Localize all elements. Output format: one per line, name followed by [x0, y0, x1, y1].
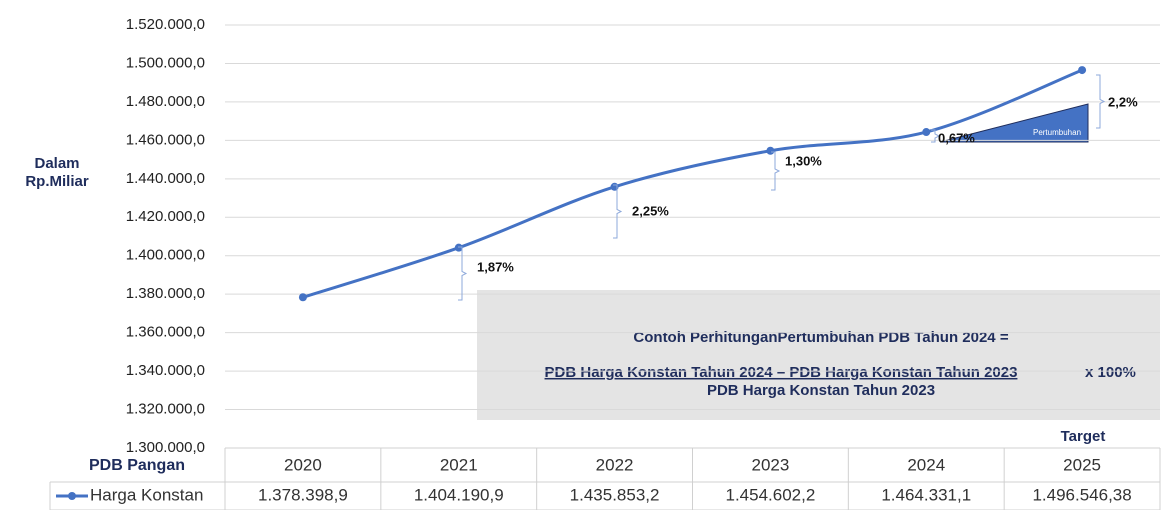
y-axis-label: Dalam: [34, 155, 79, 172]
x-tick-label: 2023: [752, 455, 790, 474]
growth-label: 1,87%: [477, 259, 514, 274]
bracket: [771, 151, 781, 191]
point-marker: [766, 146, 775, 155]
bracket: [613, 184, 623, 239]
y-tick-label: 1.500.000,0: [126, 54, 205, 71]
formula-numerator: PDB Harga Konstan Tahun 2024 – PDB Harga…: [545, 364, 1018, 381]
point-marker: [454, 243, 463, 252]
y-tick-label: 1.380.000,0: [126, 285, 205, 302]
y-tick-label: 1.520.000,0: [126, 16, 205, 33]
series-line: [302, 68, 1083, 299]
bracket: [458, 246, 468, 301]
y-tick-label: 1.300.000,0: [126, 439, 205, 456]
x-tick-label: 2022: [596, 455, 634, 474]
table-value: 1.464.331,1: [881, 485, 971, 504]
bracket: [931, 129, 941, 143]
y-tick-label: 1.400.000,0: [126, 247, 205, 264]
y-axis-label: Rp.Miliar: [25, 173, 89, 190]
x-tick-label: 2021: [440, 455, 478, 474]
x-tick-label: 2025: [1063, 455, 1101, 474]
y-tick-label: 1.360.000,0: [126, 324, 205, 341]
y-tick-label: 1.440.000,0: [126, 170, 205, 187]
point-marker: [922, 128, 931, 137]
formula-multiplier: x 100%: [1085, 364, 1136, 381]
bracket: [1096, 74, 1106, 129]
table-value: 1.496.546,38: [1032, 485, 1131, 504]
table-value: 1.435.853,2: [570, 485, 660, 504]
legend-marker: [68, 492, 76, 500]
growth-label: 2,25%: [632, 203, 669, 218]
table-value: 1.378.398,9: [258, 485, 348, 504]
formula-denominator: PDB Harga Konstan Tahun 2023: [707, 382, 935, 399]
point-marker: [1078, 66, 1087, 75]
growth-label: 2,2%: [1108, 94, 1138, 109]
growth-label: 0,67%: [938, 130, 975, 145]
triangle-label: Pertumbuhan: [1033, 128, 1081, 137]
target-note: Target: [1061, 428, 1106, 445]
x-tick-label: 2020: [284, 455, 322, 474]
formula-title: Contoh PerhitunganPertumbuhan PDB Tahun …: [633, 329, 1008, 346]
y-tick-label: 1.340.000,0: [126, 362, 205, 379]
y-tick-label: 1.460.000,0: [126, 131, 205, 148]
growth-label: 1,30%: [785, 153, 822, 168]
table-value: 1.454.602,2: [726, 485, 816, 504]
table-value: 1.404.190,9: [414, 485, 504, 504]
formula-box: [477, 290, 1160, 420]
y-tick-label: 1.420.000,0: [126, 208, 205, 225]
table-header: PDB Pangan: [89, 457, 185, 474]
y-tick-label: 1.320.000,0: [126, 401, 205, 418]
x-tick-label: 2024: [907, 455, 945, 474]
legend-label: Harga Konstan: [90, 485, 203, 504]
growth-triangle: [939, 103, 1089, 143]
point-marker: [298, 293, 307, 302]
y-tick-label: 1.480.000,0: [126, 93, 205, 110]
